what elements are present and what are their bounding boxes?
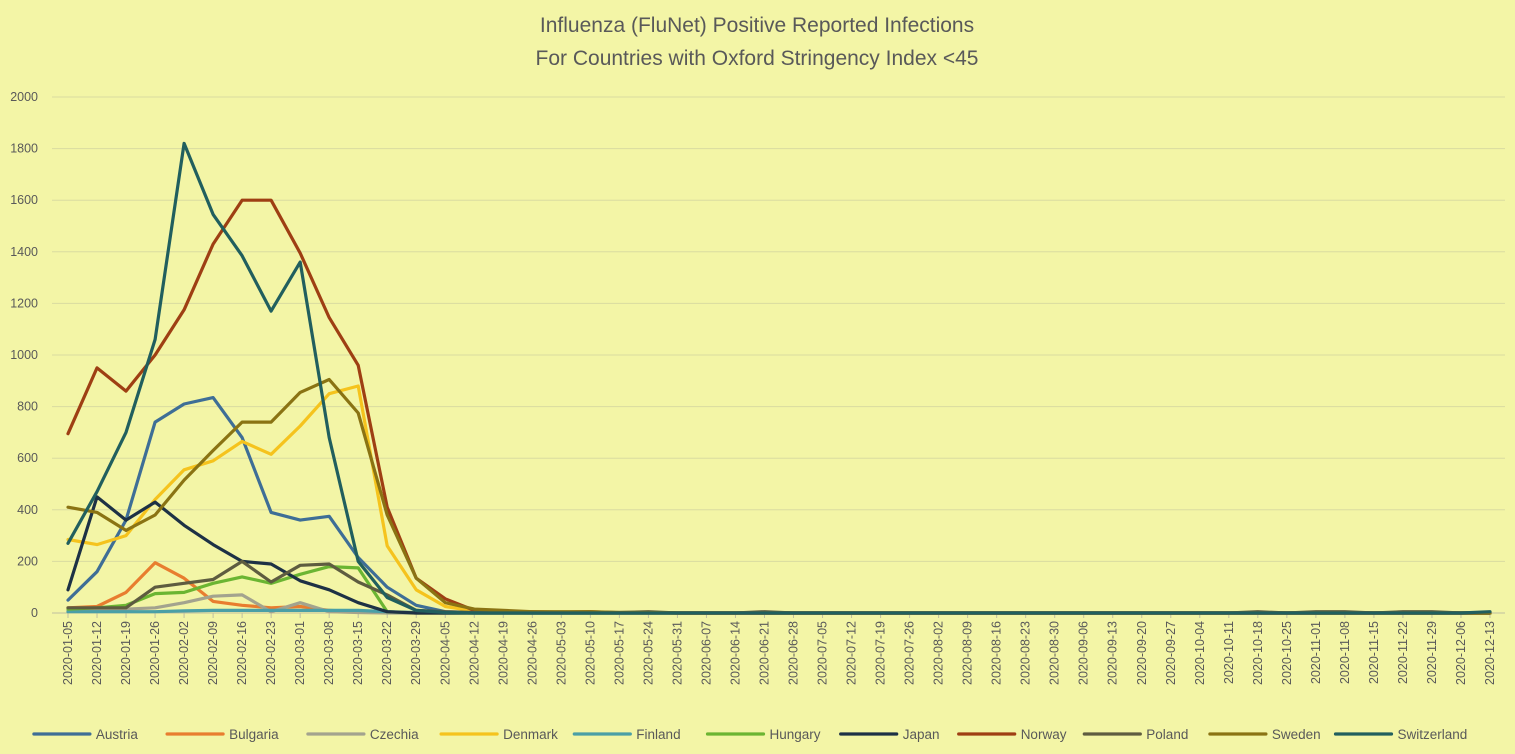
legend-item-austria: Austria	[32, 727, 139, 742]
x-tick-label: 2020-08-23	[1019, 621, 1033, 685]
y-tick-label: 800	[17, 400, 38, 414]
x-tick-label: 2020-05-17	[612, 621, 626, 685]
legend-label: Austria	[96, 727, 139, 742]
x-tick-label: 2020-12-13	[1483, 621, 1497, 685]
legend-label: Japan	[903, 727, 940, 742]
x-tick-label: 2020-02-23	[264, 621, 278, 685]
x-tick-label: 2020-03-15	[351, 621, 365, 685]
x-tick-label: 2020-08-30	[1048, 621, 1062, 685]
x-tick-label: 2020-09-13	[1106, 621, 1120, 685]
legend-label: Finland	[636, 727, 680, 742]
y-tick-label: 1800	[10, 142, 38, 156]
legend-item-japan: Japan	[839, 727, 940, 742]
x-axis: 2020-01-05 2020-01-12 2020-01-19 2020-01-26…	[61, 613, 1497, 685]
x-tick-label: 2020-11-15	[1367, 621, 1381, 684]
chart-subtitle: For Countries with Oxford Stringency Ind…	[536, 47, 979, 70]
x-tick-label: 2020-04-26	[525, 621, 539, 685]
x-tick-label: 2020-07-19	[874, 621, 888, 685]
chart-title: Influenza (FluNet) Positive Reported Inf…	[540, 14, 974, 37]
series-lines	[66, 141, 1492, 615]
legend-item-bulgaria: Bulgaria	[165, 727, 279, 742]
x-tick-label: 2020-02-02	[177, 621, 191, 685]
legend: Austria Bulgaria Czechia Denmark Finland Hung…	[32, 727, 1468, 742]
x-tick-label: 2020-12-06	[1454, 621, 1468, 685]
legend-item-denmark: Denmark	[439, 727, 558, 742]
legend-label: Bulgaria	[229, 727, 279, 742]
x-tick-label: 2020-01-05	[61, 621, 75, 685]
x-tick-label: 2020-07-05	[816, 621, 830, 685]
y-tick-label: 600	[17, 451, 38, 465]
x-tick-label: 2020-05-03	[554, 621, 568, 685]
x-tick-label: 2020-03-08	[322, 621, 336, 685]
x-tick-label: 2020-10-04	[1193, 621, 1207, 685]
x-tick-label: 2020-05-10	[583, 621, 597, 685]
x-tick-label: 2020-06-28	[787, 621, 801, 685]
legend-label: Poland	[1146, 727, 1188, 742]
x-tick-label: 2020-05-24	[641, 621, 655, 685]
legend-label: Norway	[1021, 727, 1067, 742]
x-tick-label: 2020-08-16	[990, 621, 1004, 685]
x-tick-label: 2020-07-12	[845, 621, 859, 685]
x-tick-label: 2020-06-21	[757, 621, 771, 685]
y-tick-label: 1000	[10, 348, 38, 362]
x-tick-label: 2020-06-07	[699, 621, 713, 685]
x-tick-label: 2020-11-22	[1396, 621, 1410, 684]
x-tick-label: 2020-01-19	[119, 621, 133, 685]
y-tick-label: 1400	[10, 245, 38, 259]
x-tick-label: 2020-09-06	[1077, 621, 1091, 685]
x-tick-label: 2020-11-08	[1338, 621, 1352, 684]
x-tick-label: 2020-11-01	[1309, 621, 1323, 684]
x-tick-label: 2020-10-18	[1251, 621, 1265, 685]
y-axis: 0 200 400 600 800 1000 1200 1400 1600 1800 2000	[10, 90, 38, 620]
x-tick-label: 2020-06-14	[728, 621, 742, 685]
x-tick-label: 2020-07-26	[903, 621, 917, 685]
legend-item-switzerland: Switzerland	[1333, 727, 1468, 742]
legend-item-czechia: Czechia	[306, 727, 419, 742]
x-tick-label: 2020-03-01	[293, 621, 307, 685]
y-tick-label: 0	[31, 606, 38, 620]
x-tick-label: 2020-02-09	[206, 621, 220, 685]
x-tick-label: 2020-11-29	[1425, 621, 1439, 684]
x-tick-label: 2020-01-12	[90, 621, 104, 685]
y-tick-label: 2000	[10, 90, 38, 104]
x-tick-label: 2020-10-11	[1222, 621, 1236, 684]
legend-label: Switzerland	[1398, 727, 1468, 742]
gridlines	[52, 96, 1505, 614]
legend-item-hungary: Hungary	[705, 727, 821, 742]
y-tick-label: 1600	[10, 193, 38, 207]
legend-item-poland: Poland	[1082, 727, 1188, 742]
y-tick-label: 1200	[10, 296, 38, 310]
legend-label: Hungary	[770, 727, 821, 742]
legend-item-norway: Norway	[957, 727, 1067, 742]
x-tick-label: 2020-03-22	[380, 621, 394, 685]
x-tick-label: 2020-02-16	[235, 621, 249, 685]
x-tick-label: 2020-10-25	[1280, 621, 1294, 685]
x-tick-label: 2020-09-20	[1135, 621, 1149, 685]
legend-item-sweden: Sweden	[1208, 727, 1321, 742]
x-tick-label: 2020-04-19	[496, 621, 510, 685]
legend-label: Denmark	[503, 727, 558, 742]
y-tick-label: 400	[17, 503, 38, 517]
x-tick-label: 2020-09-27	[1164, 621, 1178, 685]
x-tick-label: 2020-03-29	[409, 621, 423, 685]
legend-label: Sweden	[1272, 727, 1321, 742]
y-tick-label: 200	[17, 554, 38, 568]
x-tick-label: 2020-04-12	[467, 621, 481, 685]
x-tick-label: 2020-04-05	[438, 621, 452, 685]
x-tick-label: 2020-05-31	[670, 621, 684, 685]
x-tick-label: 2020-08-09	[961, 621, 975, 685]
series-line-switzerland	[66, 141, 1492, 615]
x-tick-label: 2020-08-02	[932, 621, 946, 685]
x-tick-label: 2020-01-26	[148, 621, 162, 685]
legend-label: Czechia	[370, 727, 419, 742]
legend-item-finland: Finland	[572, 727, 681, 742]
